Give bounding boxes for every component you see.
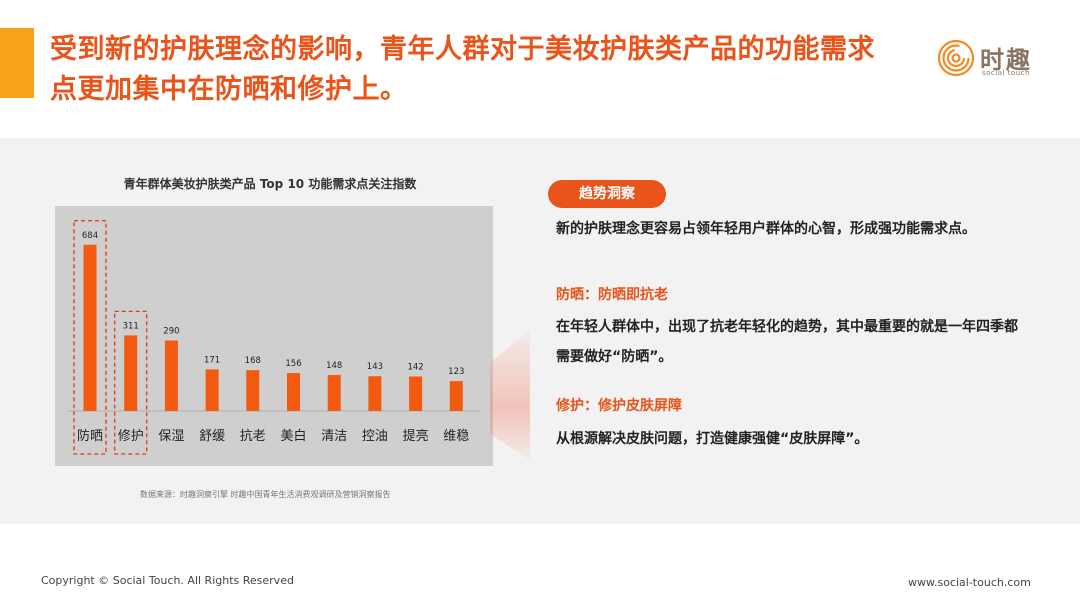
bar-cat-6 <box>327 375 341 411</box>
value-label-cat-7: 143 <box>367 362 383 372</box>
value-label-cat-8: 142 <box>407 362 423 372</box>
brand-logo: 时趣 social touch <box>936 38 1046 82</box>
bar-cat-8 <box>409 376 423 411</box>
bar-cat-9 <box>449 381 463 411</box>
category-label-cat-6: 清洁 <box>321 429 347 444</box>
value-label-cat-4: 168 <box>245 356 261 366</box>
category-label-cat-3: 舒缓 <box>199 429 225 444</box>
category-label-cat-0: 防晒 <box>77 428 103 444</box>
bar-cat-3 <box>205 369 219 411</box>
category-label-cat-4: 抗老 <box>240 429 266 444</box>
highlight-box-cat-1 <box>114 310 148 455</box>
insight-heading-sunscreen: 防晒：防晒即抗老 <box>556 287 668 303</box>
category-label-cat-1: 修护 <box>118 429 144 444</box>
logo-name: 时趣 <box>980 46 1032 74</box>
value-label-cat-1: 311 <box>123 321 139 331</box>
value-label-cat-5: 156 <box>285 359 301 369</box>
bar-cat-1 <box>124 335 138 411</box>
bar-cat-0 <box>83 244 97 411</box>
bar-cat-7 <box>368 376 382 411</box>
insight-heading-repair: 修护：修护皮肤屏障 <box>556 398 682 414</box>
chart-title: 青年群体美妆护肤类产品 Top 10 功能需求点关注指数 <box>123 177 417 191</box>
logo-tagline: social touch <box>982 69 1030 77</box>
insight-badge: 趋势洞察 <box>548 180 666 208</box>
value-label-cat-0: 684 <box>82 231 98 241</box>
data-source: 数据来源：时趣洞察引擎 时趣中国青年生活消费观调研及营销洞察报告 <box>140 490 391 499</box>
footer-website[interactable]: www.social-touch.com <box>908 576 1031 589</box>
value-label-cat-3: 171 <box>204 355 220 365</box>
footer-copyright: Copyright © Social Touch. All Rights Res… <box>41 574 294 587</box>
highlight-box-cat-0 <box>73 220 107 455</box>
bar-chart-svg: 684 防晒 311 修护 290 保湿 171 舒缓 168 抗老 156 美白 148 清洁 143 控油… <box>67 220 481 455</box>
insight-intro: 新的护肤理念更容易占领年轻用户群体的心智，形成强功能需求点。 <box>556 221 976 237</box>
category-label-cat-7: 控油 <box>362 429 388 444</box>
category-label-cat-2: 保湿 <box>158 429 184 444</box>
category-label-cat-5: 美白 <box>280 428 306 444</box>
title-accent-bar <box>0 28 34 98</box>
bar-chart: 684 防晒 311 修护 290 保湿 171 舒缓 168 抗老 156 美白 148 清洁 143 控油… <box>55 206 493 466</box>
slide-title: 受到新的护肤理念的影响，青年人群对于美妆护肤类产品的功能需求点更加集中在防晒和修… <box>50 34 875 105</box>
value-label-cat-6: 148 <box>326 361 342 371</box>
insight-text-repair: 从根源解决皮肤问题，打造健康强健“皮肤屏障”。 <box>556 431 869 447</box>
category-label-cat-9: 维稳 <box>443 428 469 444</box>
bar-cat-2 <box>164 340 178 411</box>
spiral-logo-icon <box>937 39 975 77</box>
value-label-cat-9: 123 <box>448 367 464 377</box>
insight-text-sunscreen: 在年轻人群体中，出现了抗老年轻化的趋势，其中最重要的就是一年四季都需要做好“防晒… <box>556 319 1018 365</box>
bar-cat-4 <box>246 370 260 411</box>
category-label-cat-8: 提亮 <box>403 428 429 444</box>
value-label-cat-2: 290 <box>163 327 179 337</box>
bar-cat-5 <box>287 373 300 411</box>
